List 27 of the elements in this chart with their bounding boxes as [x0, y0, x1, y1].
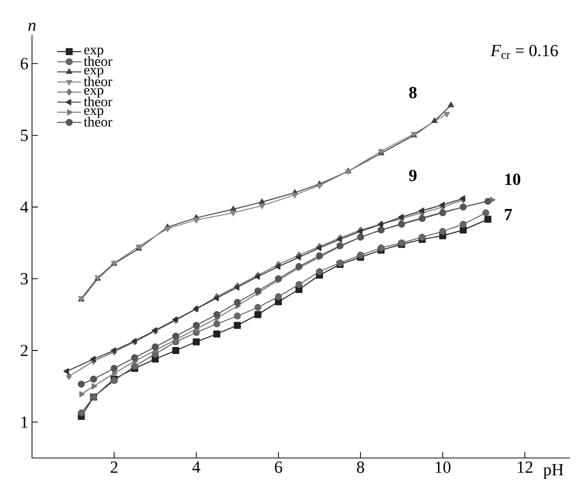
y-tick-label: 6	[20, 58, 28, 70]
legend-label: theor	[84, 96, 112, 106]
legend-label: theor	[84, 56, 112, 66]
legend-label: exp	[84, 68, 104, 78]
annotation: 10	[505, 174, 520, 186]
legend-label: exp	[84, 48, 104, 58]
annotation: F$_{cr}$ = 0.16	[490, 44, 558, 59]
y-tick-label: 1	[22, 416, 28, 428]
x-tick-label: 8	[356, 462, 364, 473]
legend-label: exp	[84, 108, 104, 118]
y-tick-label: 5	[21, 130, 28, 141]
x-tick-label: 6	[274, 462, 282, 473]
x-tick-label: 10	[436, 462, 451, 473]
y-tick-label: 2	[20, 344, 28, 356]
legend-label: exp	[84, 88, 104, 98]
x-tick-label: 2	[110, 462, 118, 473]
annotation: 8	[409, 86, 417, 98]
legend-label: theor	[84, 116, 112, 127]
annotation: 9	[409, 170, 417, 182]
y-tick-label: 4	[20, 201, 28, 213]
y-axis-title: n	[28, 22, 36, 31]
y-tick-label: 3	[20, 273, 28, 284]
x-tick-label: 4	[192, 462, 200, 473]
legend-label: theor	[84, 76, 112, 86]
x-axis-title: pH	[543, 464, 564, 479]
annotation: 7	[504, 209, 512, 220]
x-tick-label: 12	[518, 462, 532, 473]
